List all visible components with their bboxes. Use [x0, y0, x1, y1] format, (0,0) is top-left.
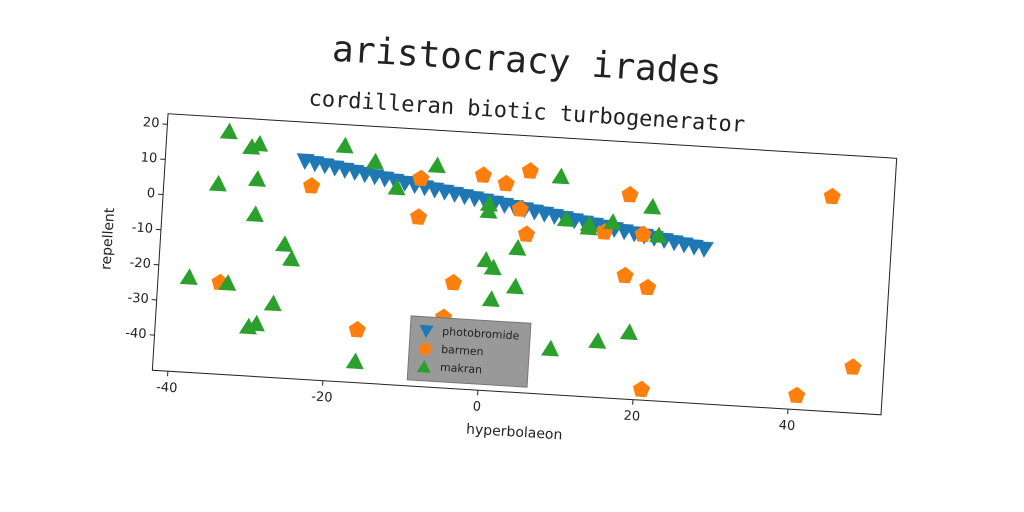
chart-title: aristocracy irades — [331, 29, 723, 94]
point — [348, 320, 366, 338]
point — [823, 187, 841, 205]
legend-label: barmen — [441, 343, 484, 359]
point — [410, 208, 428, 225]
y-tick-label: -20 — [129, 256, 151, 272]
y-tick-label: -30 — [127, 291, 149, 307]
point — [517, 225, 536, 243]
point — [263, 294, 282, 312]
point — [479, 194, 498, 212]
point — [551, 167, 570, 185]
y-tick-label: 0 — [146, 186, 155, 201]
legend-marker — [419, 324, 434, 338]
point — [579, 218, 598, 236]
point — [497, 174, 515, 192]
point — [247, 170, 266, 187]
legend-label: photobromide — [442, 325, 520, 343]
point — [511, 200, 529, 217]
point — [521, 162, 539, 179]
point — [844, 358, 862, 375]
point — [695, 241, 714, 258]
point — [788, 386, 806, 404]
point — [303, 177, 321, 194]
y-tick-label: -10 — [131, 220, 153, 236]
x-tick-label: 20 — [623, 409, 640, 425]
point — [245, 205, 264, 223]
point — [427, 156, 446, 174]
point — [282, 249, 300, 267]
point — [541, 339, 560, 357]
legend-marker — [416, 359, 431, 373]
y-tick-label: 10 — [140, 150, 157, 166]
point — [250, 135, 269, 152]
chart-subtitle: cordilleran biotic turbogenerator — [308, 86, 746, 138]
point — [483, 258, 502, 276]
x-tick-label: 0 — [472, 399, 481, 414]
rotated-chart: aristocracy irades cordilleran biotic tu… — [98, 29, 898, 444]
x-axis-label: hyperbolaeon — [466, 422, 563, 444]
point — [474, 166, 492, 183]
point — [219, 122, 238, 140]
point — [481, 290, 500, 308]
point — [634, 225, 652, 243]
point — [412, 169, 430, 187]
point — [505, 277, 524, 295]
plot-frame — [151, 113, 898, 416]
point — [621, 185, 639, 203]
point — [246, 314, 265, 332]
point — [365, 152, 384, 170]
x-tick-label: -20 — [311, 390, 333, 406]
y-tick-label: 20 — [142, 115, 159, 131]
legend-box — [406, 315, 532, 388]
point — [387, 178, 406, 196]
legend-marker — [418, 341, 432, 355]
point — [603, 213, 622, 230]
point — [218, 274, 237, 291]
point — [444, 273, 463, 291]
point — [508, 239, 527, 256]
y-axis-label: repellent — [98, 207, 118, 271]
point — [649, 226, 668, 244]
point — [556, 210, 575, 227]
point — [275, 235, 294, 253]
point — [588, 332, 607, 349]
point — [476, 251, 495, 268]
point — [619, 323, 638, 341]
point — [335, 136, 354, 154]
point — [643, 197, 662, 215]
x-tick-label: 40 — [778, 418, 795, 434]
y-tick-label: -40 — [125, 326, 147, 342]
point — [639, 278, 657, 296]
x-tick-label: -40 — [156, 380, 178, 396]
point — [345, 352, 364, 370]
point — [208, 174, 227, 192]
point — [616, 266, 634, 284]
point — [179, 268, 198, 286]
point — [632, 380, 651, 398]
legend-label: makran — [440, 361, 483, 377]
